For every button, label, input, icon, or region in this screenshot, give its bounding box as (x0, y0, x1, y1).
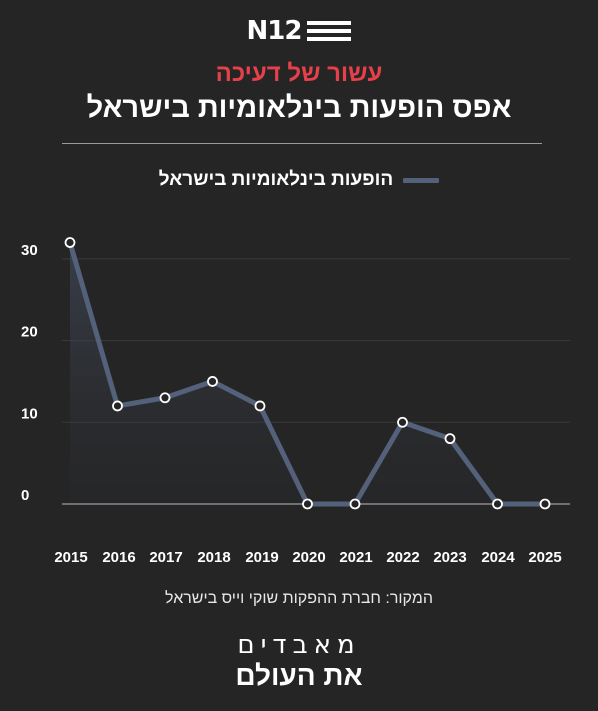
x-tick-label: 2018 (197, 549, 230, 566)
title-divider (62, 143, 542, 144)
data-point (159, 392, 171, 404)
data-point (207, 376, 218, 387)
y-tick-label: 20 (21, 324, 38, 341)
legend-swatch (403, 177, 440, 183)
grid-lines (62, 258, 570, 423)
series-points (64, 237, 551, 510)
y-tick-label: 30 (21, 242, 38, 259)
x-tick-label: 2019 (245, 549, 278, 566)
footer-brand-bottom: את העולם (235, 660, 363, 691)
n12-logo: N12 (0, 18, 598, 44)
logo-text: N12 (246, 16, 303, 46)
data-point (349, 498, 361, 510)
footer-brand-top: מאבדים (237, 630, 361, 660)
x-tick-label: 2016 (102, 549, 135, 566)
x-tick-label: 2022 (386, 549, 419, 566)
y-axis-ticks: 0 10 20 30 (21, 242, 38, 504)
data-point (492, 498, 503, 510)
chart-title: אפס הופעות בינלאומיות בישראל (86, 92, 512, 124)
x-tick-label: 2015 (54, 549, 87, 566)
source-note: המקור: חברת ההפקות שוקי וייס בישראל (165, 590, 433, 607)
series-area (70, 242, 545, 504)
data-point (254, 400, 266, 412)
x-tick-label: 2020 (292, 549, 325, 566)
x-tick-label: 2017 (149, 549, 182, 566)
logo-bars-icon (307, 21, 352, 41)
data-point (539, 498, 551, 510)
data-point (397, 416, 408, 428)
x-tick-label: 2025 (528, 549, 561, 566)
x-tick-label: 2023 (433, 549, 466, 566)
data-point (112, 400, 123, 412)
chart-legend: הופעות בינלאומיות בישראל (0, 169, 598, 191)
data-point (444, 433, 456, 445)
y-tick-label: 0 (21, 487, 29, 504)
chart-kicker: עשור של דעיכה (215, 60, 383, 87)
legend-label: הופעות בינלאומיות בישראל (158, 169, 394, 190)
data-point (302, 498, 313, 510)
y-tick-label: 10 (21, 405, 38, 422)
x-tick-label: 2021 (339, 549, 372, 566)
x-axis-ticks: 2015 2016 2017 2018 2019 2020 2021 2022 2023 2024… (54, 549, 561, 566)
x-tick-label: 2024 (481, 549, 515, 566)
data-point (64, 237, 76, 248)
